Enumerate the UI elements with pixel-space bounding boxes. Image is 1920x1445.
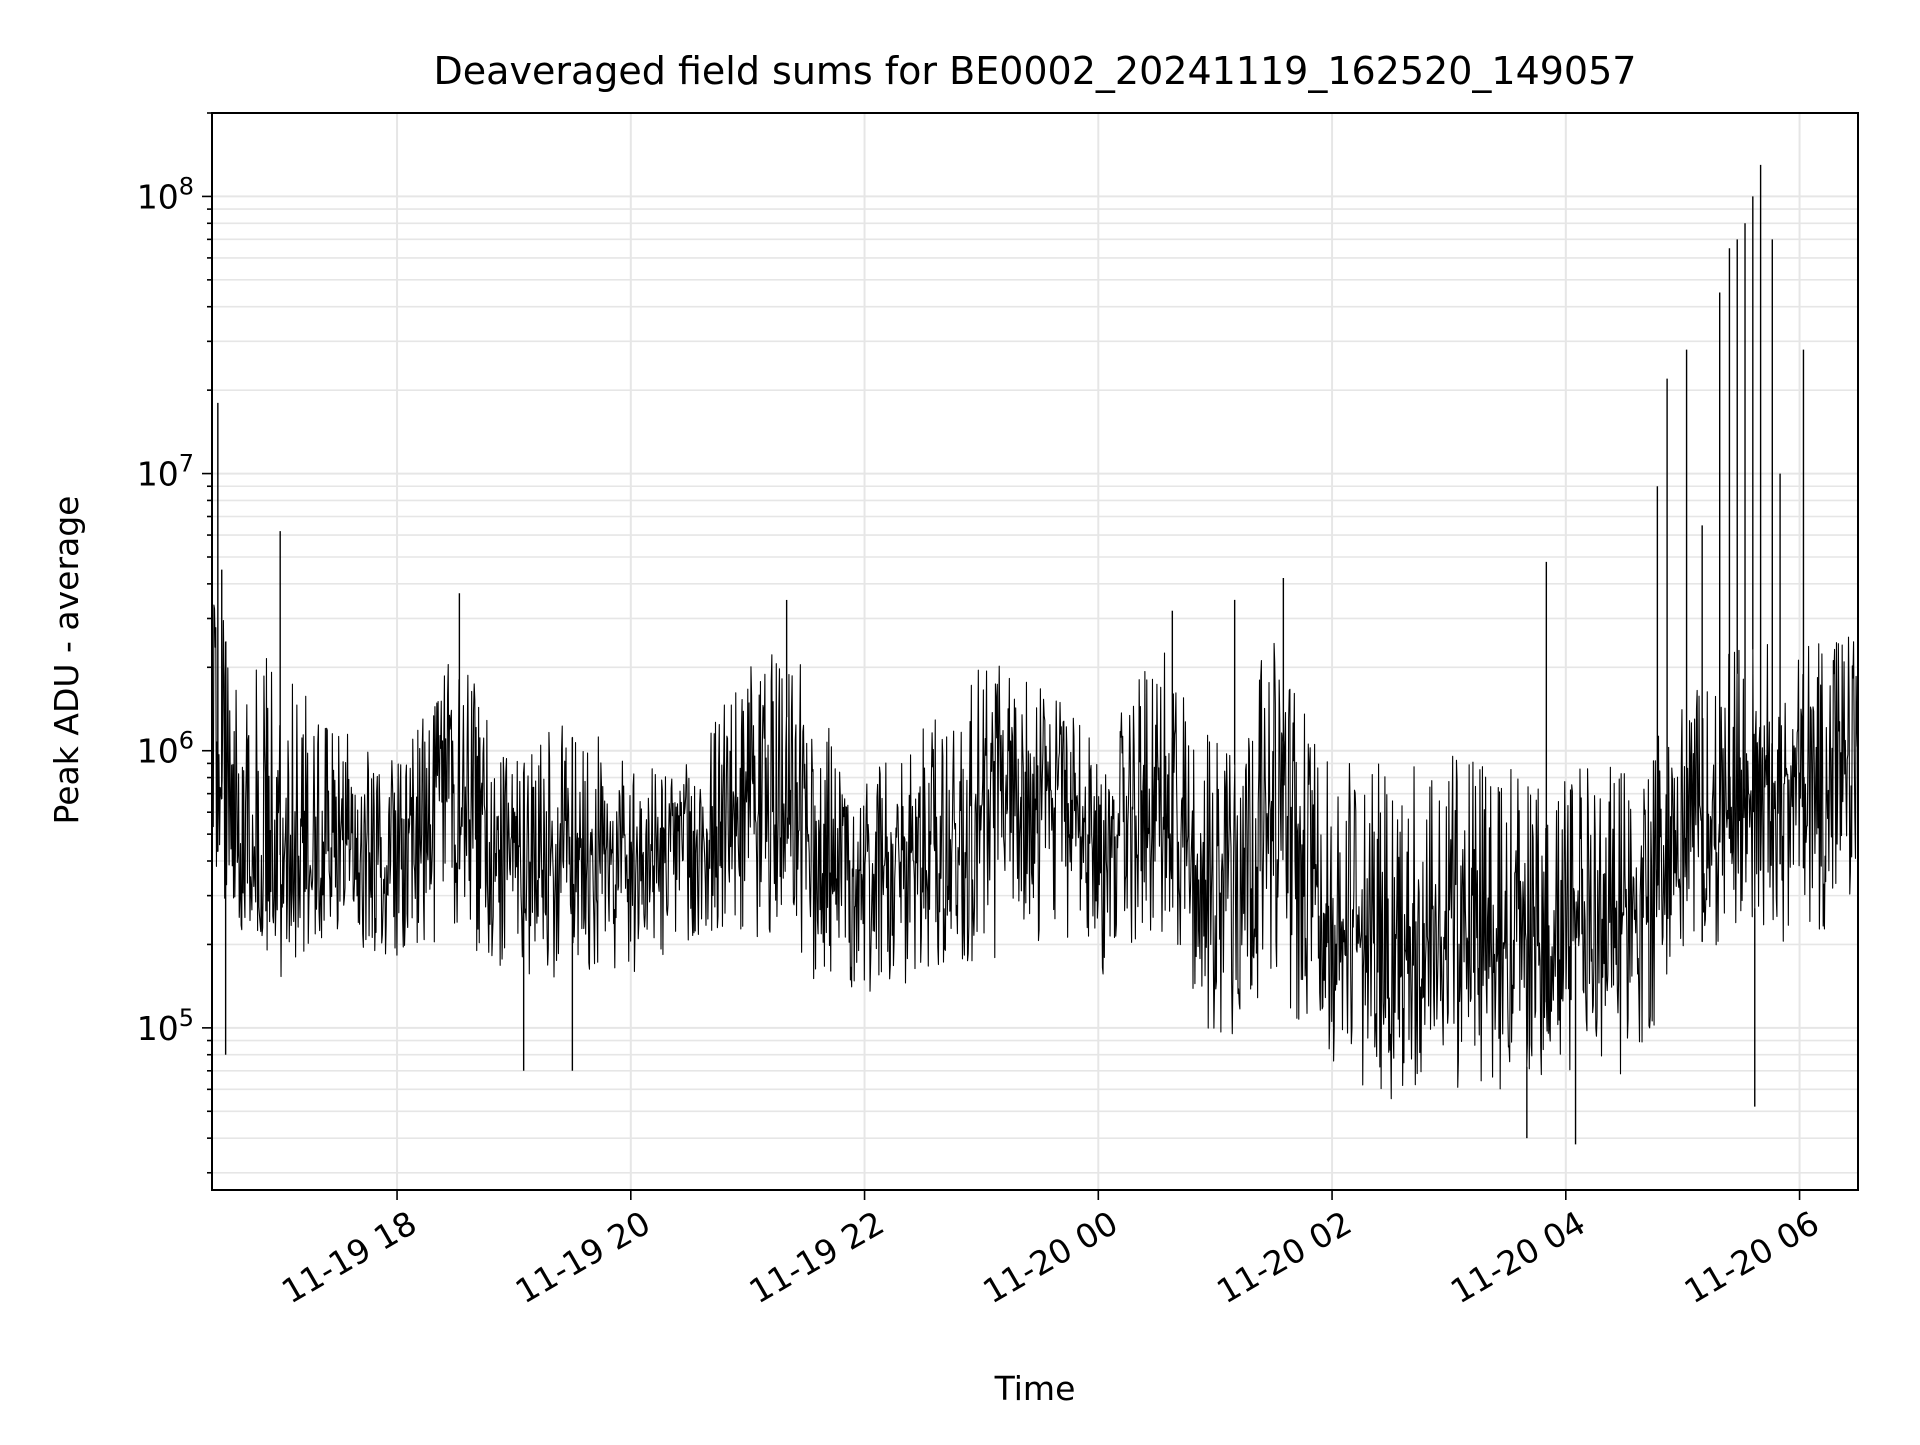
x-axis-label: Time	[994, 1369, 1076, 1408]
y-axis-label: Peak ADU - average	[47, 496, 86, 825]
chart-title: Deaveraged field sums for BE0002_2024111…	[434, 49, 1637, 93]
data-layer	[211, 164, 1859, 1145]
y-tick-label: 107	[137, 450, 194, 494]
y-tick-label: 106	[137, 727, 194, 771]
y-tick-label: 105	[137, 1004, 194, 1048]
series-line	[211, 604, 1859, 1100]
plot-frame	[211, 112, 1859, 1191]
y-tick-label: 108	[137, 172, 194, 216]
